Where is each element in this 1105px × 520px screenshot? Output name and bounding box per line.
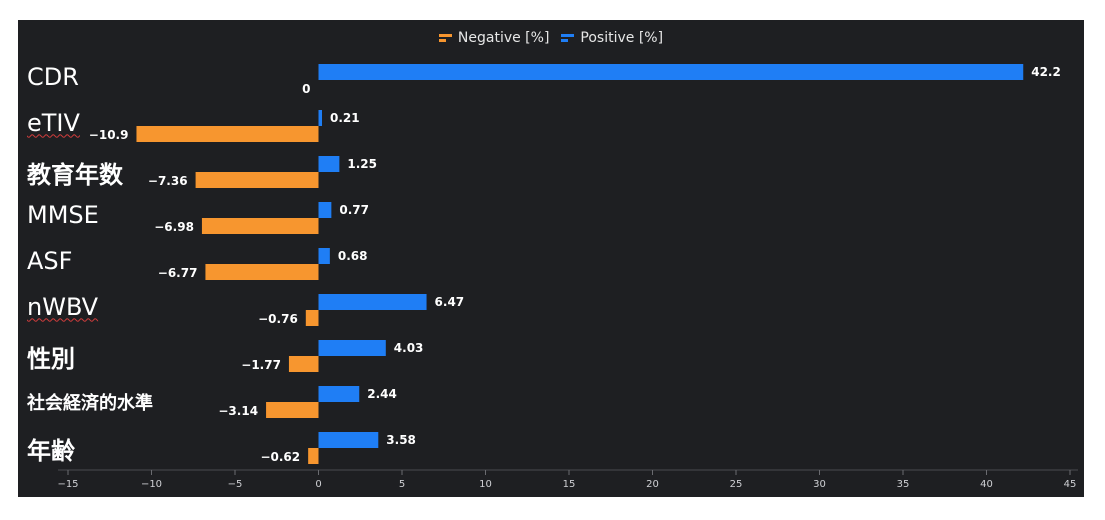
data-label-negative: 0	[302, 82, 310, 96]
data-label-positive: 3.58	[386, 433, 416, 447]
legend-swatch-negative	[438, 33, 452, 43]
chart-legend: Negative [%] Positive [%]	[18, 30, 1084, 46]
x-tick-label: −10	[141, 479, 162, 490]
legend-item-negative[interactable]: Negative [%]	[438, 30, 550, 46]
data-label-negative: −0.62	[260, 450, 300, 464]
chart-panel: Negative [%] Positive [%] CDR eTIV 教育年数 MMS…	[18, 20, 1084, 497]
bar-positive	[318, 202, 332, 218]
bar-negative	[308, 448, 319, 464]
legend-swatch-positive	[561, 33, 575, 43]
bar-positive	[318, 294, 427, 310]
category-label: 教育年数	[27, 160, 123, 189]
data-label-positive: 1.25	[347, 157, 377, 171]
x-tick-label: −5	[228, 479, 243, 490]
bar-negative	[266, 402, 319, 418]
x-tick-label: −15	[57, 479, 78, 490]
data-label-negative: −10.9	[89, 128, 129, 142]
x-tick-label: 20	[646, 479, 659, 490]
data-label-negative: −3.14	[218, 404, 258, 418]
data-label-positive: 6.47	[435, 295, 465, 309]
x-tick-label: 25	[730, 479, 743, 490]
bar-positive	[318, 248, 330, 264]
category-label: 性別	[27, 344, 75, 373]
data-label-positive: 42.2	[1031, 65, 1061, 79]
bar-negative	[305, 310, 319, 326]
category-label: nWBV	[27, 292, 99, 321]
bar-negative	[201, 218, 319, 234]
x-tick-label: 5	[399, 479, 405, 490]
category-label: CDR	[27, 62, 79, 91]
data-label-negative: −7.36	[148, 174, 188, 188]
bar-positive	[318, 340, 386, 356]
legend-label-negative: Negative [%]	[457, 30, 550, 46]
bar-negative	[205, 264, 319, 280]
bar-negative	[136, 126, 319, 142]
bar-positive	[318, 110, 323, 126]
data-label-positive: 0.77	[339, 203, 369, 217]
bar-chart: −15 −10 −5 0 5 10 15 20 25 30 35 40 45 42.2 0 0.21 −10.9…	[57, 64, 1078, 490]
data-label-positive: 0.21	[330, 111, 360, 125]
data-label-positive: 0.68	[338, 249, 368, 263]
category-label: eTIV	[27, 108, 80, 137]
data-label-positive: 2.44	[367, 387, 397, 401]
bar-negative	[288, 356, 319, 372]
x-tick-label: 40	[980, 479, 993, 490]
category-label: 社会経済的水準	[27, 393, 153, 415]
legend-item-positive[interactable]: Positive [%]	[561, 30, 663, 46]
bar-negative	[195, 172, 319, 188]
x-tick-label: 35	[897, 479, 910, 490]
category-label: MMSE	[27, 200, 99, 229]
data-label-negative: −6.98	[154, 220, 194, 234]
category-label: 年齢	[27, 436, 75, 465]
bar-positive	[318, 64, 1024, 80]
category-label: ASF	[27, 246, 73, 275]
bar-positive	[318, 156, 340, 172]
data-label-negative: −6.77	[158, 266, 198, 280]
x-tick-label: 30	[813, 479, 826, 490]
x-tick-label: 10	[479, 479, 492, 490]
data-label-positive: 4.03	[394, 341, 424, 355]
x-tick-label: 15	[563, 479, 576, 490]
data-label-negative: −1.77	[241, 358, 281, 372]
bar-positive	[318, 386, 360, 402]
data-label-negative: −0.76	[258, 312, 298, 326]
legend-label-positive: Positive [%]	[580, 30, 664, 46]
bar-positive	[318, 432, 379, 448]
x-tick-label: 0	[315, 479, 321, 490]
x-tick-label: 45	[1064, 479, 1077, 490]
